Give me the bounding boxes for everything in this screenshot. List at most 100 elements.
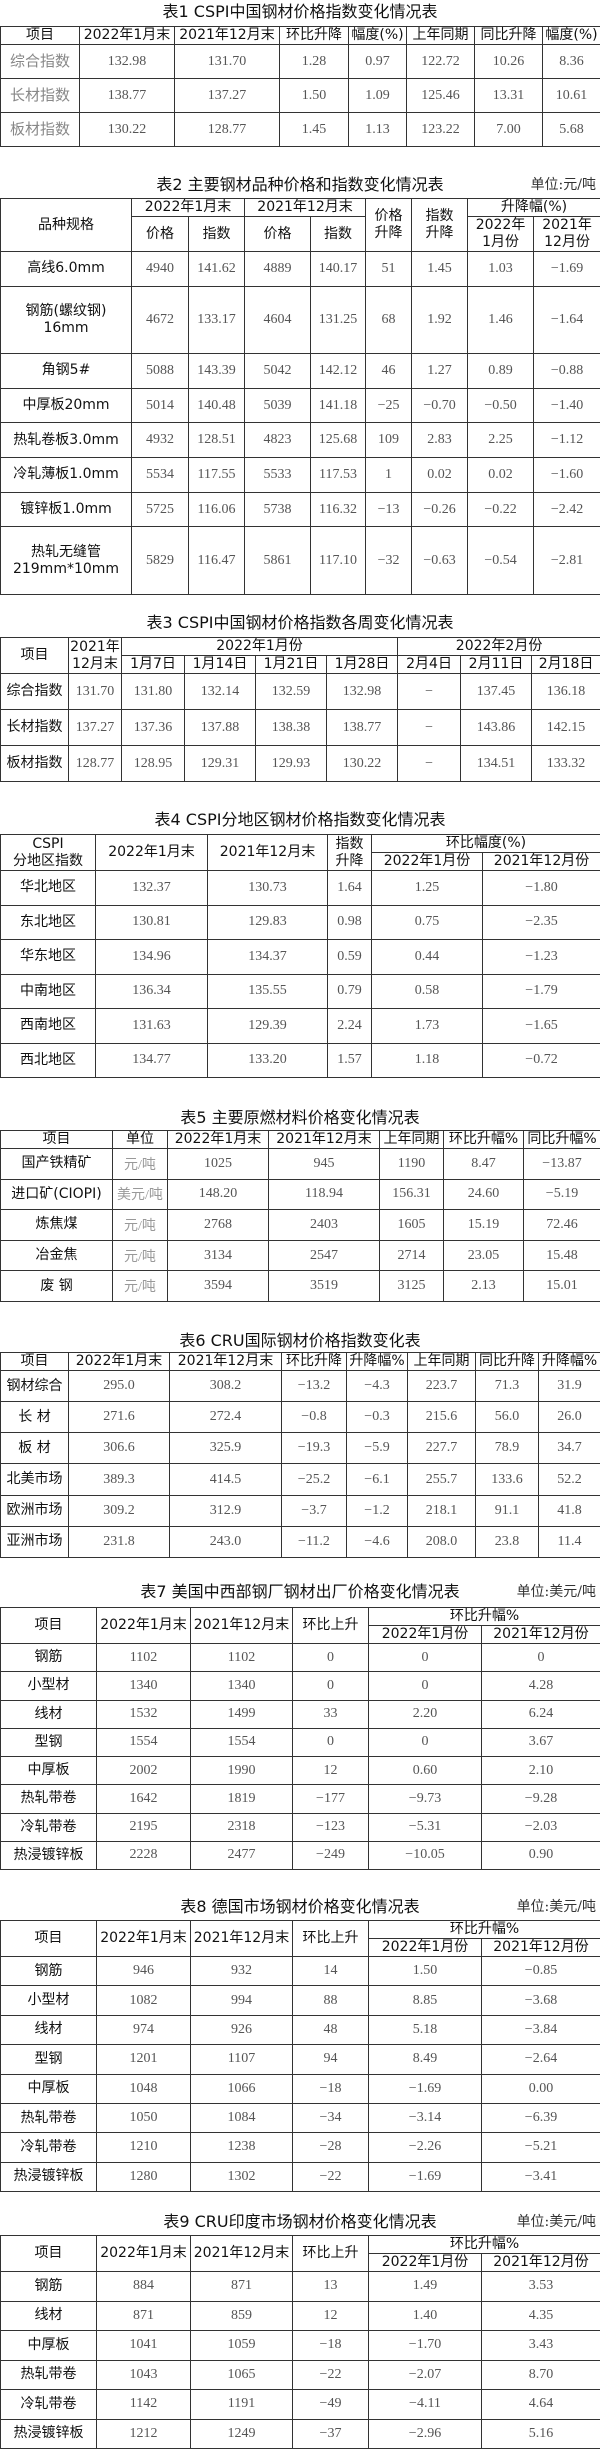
table-row: 华北地区 132.37 130.73 1.64 1.25 −1.80	[0, 870, 600, 906]
table-row: 长材指数 137.27 137.36 137.88 138.38 138.77−143.8…	[0, 709, 600, 746]
table-cell: 137.27	[174, 78, 280, 113]
table-cell: 2.13	[443, 1270, 524, 1302]
row-label: 冶金焦	[0, 1239, 113, 1272]
table-cell: 135.55	[207, 973, 328, 1009]
table-cell: −1.65	[481, 1008, 600, 1044]
table-cell: 131.70	[174, 44, 280, 79]
table-cell: 0	[292, 1727, 369, 1758]
table-cell: 227.7	[407, 1432, 476, 1465]
table-row: 西南地区 131.63 129.39 2.24 1.73 −1.65	[0, 1008, 600, 1044]
data-table-5: 项目 单位 2022年1月末 2021年12月末 上年同期 环比升幅% 同比升幅% 国产铁精矿…	[0, 1130, 600, 1302]
table-cell: 元/吨	[112, 1148, 168, 1180]
table-cell: 6.24	[481, 1699, 600, 1729]
table-row: 热轧卷板3.0mm 4932 128.51 4823 125.68 109 2.83 2.25…	[0, 422, 600, 459]
table-cell: 1554	[96, 1727, 191, 1758]
table-cell: 91.1	[475, 1494, 539, 1527]
table-cell: 1201	[96, 2044, 191, 2075]
table-row: 西北地区 134.77 133.20 1.57 1.18 −0.72	[0, 1042, 600, 1078]
row-label: 西北地区	[0, 1042, 96, 1078]
row-label: 华北地区	[0, 870, 96, 906]
table-cell: 129.39	[207, 1008, 328, 1044]
column-header: 环比上升	[292, 1607, 369, 1644]
row-label: 华东地区	[0, 939, 96, 975]
table-cell: −11.2	[281, 1525, 347, 1559]
table-cell: 138.77	[325, 709, 399, 746]
column-header: 2022年1月份	[120, 637, 399, 656]
table-cell: 0	[481, 1642, 600, 1673]
data-table-3: 项目 2021年 12月末 2022年1月份 2022年2月份 1月7日 1月14日 1月2…	[0, 637, 600, 782]
table-cell: −1.60	[533, 457, 600, 493]
header-row: CSPI 分地区指数 2022年1月末 2021年12月末 指数 升降 环比幅度(%)	[0, 834, 600, 871]
table-row: 中厚板 1048 1066 −18 −1.69 0.00	[0, 2073, 600, 2104]
table-cell: −2.26	[368, 2132, 482, 2163]
table-cell: −3.41	[481, 2161, 600, 2193]
table-row: 废 钢元/吨 3594 3519 3125 2.13 15.01	[0, 1270, 600, 1302]
table-cell: 0.02	[467, 457, 535, 493]
column-header: 1月7日	[121, 655, 185, 674]
table-cell: 131.25	[310, 285, 367, 355]
table-cell: 3.43	[481, 2330, 600, 2361]
row-label: 板材指数	[0, 112, 80, 147]
table-cell: 884	[96, 2271, 191, 2302]
table-row: 线材 871 859 12 1.40 4.35	[0, 2300, 600, 2331]
table-cell: 142.12	[310, 353, 367, 389]
row-label: 角钢5#	[0, 353, 132, 389]
table-cell: 130.22	[79, 112, 175, 147]
table-cell: 13	[292, 2271, 369, 2302]
table-row: 冷轧带卷 1142 1191 −49 −4.11 4.64	[0, 2389, 600, 2420]
table-cell: −0.88	[533, 353, 600, 389]
table-cell: 134.77	[95, 1042, 208, 1078]
table-title-text: 表2 主要钢材品种价格和指数变化情况表	[156, 175, 444, 194]
table-cell: 1102	[96, 1642, 191, 1673]
table-cell: 2.20	[368, 1699, 482, 1729]
table-cell: 8.70	[481, 2359, 600, 2390]
table-cell: −13.2	[281, 1369, 347, 1403]
table-cell: 208.0	[407, 1525, 476, 1559]
table-cell: 1.25	[371, 870, 483, 906]
table-cell: 41.8	[538, 1494, 600, 1527]
table-row: 钢筋(螺纹钢) 16mm 4672 133.17 4604 131.25 68 1.92 1.…	[0, 285, 600, 355]
table-cell: 元/吨	[112, 1209, 168, 1241]
table-cell: 137.36	[121, 709, 185, 746]
column-header: 2021年12月份	[481, 1938, 600, 1957]
table-row: 板 材 306.6 325.9 −19.3 −5.9 227.7 78.9 34.7	[0, 1432, 600, 1465]
data-table-7: 项目 2022年1月末 2021年12月末 环比上升 环比升幅% 2022年1月份 2021…	[0, 1607, 600, 1871]
table-cell: −5.21	[481, 2132, 600, 2163]
column-header: 项目	[0, 26, 80, 45]
table-cell: 945	[268, 1148, 380, 1180]
column-header: 2月18日	[531, 655, 600, 674]
table-cell: 141.62	[187, 251, 246, 287]
column-header: 项目	[0, 1130, 113, 1149]
table-cell: 129.31	[184, 745, 256, 782]
table-cell: 5088	[131, 353, 189, 389]
table-row: 钢材综合 295.0 308.2 −13.2 −4.3 223.7 71.3 31.9	[0, 1369, 600, 1403]
data-table-8: 项目 2022年1月末 2021年12月末 环比上升 环比升幅% 2022年1月份 2021…	[0, 1920, 600, 2193]
row-label: 小型材	[0, 1985, 97, 2016]
column-header: 单位	[112, 1130, 168, 1149]
table-cell: 2.25	[467, 422, 535, 459]
table-cell: 51	[365, 251, 413, 287]
table-cell: 325.9	[169, 1432, 282, 1465]
table-cell: 1.18	[371, 1042, 483, 1078]
table-cell: 1280	[96, 2161, 191, 2193]
column-header: 环比升幅%	[368, 2235, 600, 2254]
table-cell: −0.63	[411, 526, 469, 595]
table-row: 角钢5# 5088 143.39 5042 142.12 46 1.27 0.89 −0.88	[0, 353, 600, 389]
table-row: 小型材 1082 994 88 8.85 −3.68	[0, 1985, 600, 2016]
table-title: 表8 德国市场钢材价格变化情况表 单位:美元/吨	[0, 1895, 600, 1919]
table-cell: 142.15	[531, 709, 600, 746]
table-cell: −1.40	[533, 387, 600, 424]
table-cell: 1.46	[467, 285, 535, 355]
column-header: 2021年12月末	[169, 1352, 282, 1371]
table-row: 热轧带卷 1642 1819 −177 −9.73 −9.28	[0, 1784, 600, 1814]
table-cell: 1212	[96, 2418, 191, 2449]
table-cell: −3.68	[481, 1985, 600, 2016]
table-cell: 8.47	[443, 1148, 524, 1180]
table-cell: 2.24	[327, 1008, 372, 1044]
row-label: 钢材综合	[0, 1369, 69, 1403]
table-cell: 26.0	[538, 1401, 600, 1434]
column-header: 升降幅%	[538, 1352, 600, 1371]
table-cell: 1238	[190, 2132, 293, 2163]
table-cell: 137.27	[68, 709, 122, 746]
table-cell: 1.92	[411, 285, 469, 355]
